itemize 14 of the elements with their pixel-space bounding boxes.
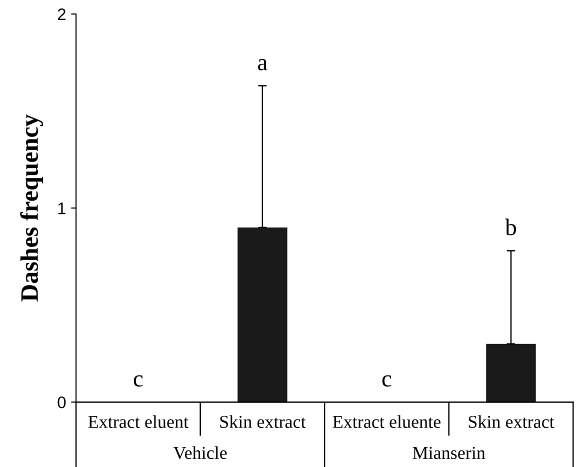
x-tick-label: Extract eluent [88, 415, 188, 428]
y-tick-label: 2 [58, 8, 66, 20]
y-axis-title: Dashes frequency [20, 114, 44, 302]
y-tick-label: 0 [58, 396, 66, 408]
x-tick-label: Skin extract [220, 415, 306, 428]
annotation: c [134, 375, 143, 387]
annotation: b [505, 218, 516, 236]
x-tick-label: Skin extract [468, 415, 554, 428]
annotation: a [258, 59, 268, 70]
x-tick-label: Extract eluente [332, 415, 440, 428]
text: Mianserin [412, 446, 486, 459]
y-tick-label: 1 [58, 202, 66, 214]
text: Vehicle [173, 446, 227, 460]
annotation: c [382, 375, 392, 387]
